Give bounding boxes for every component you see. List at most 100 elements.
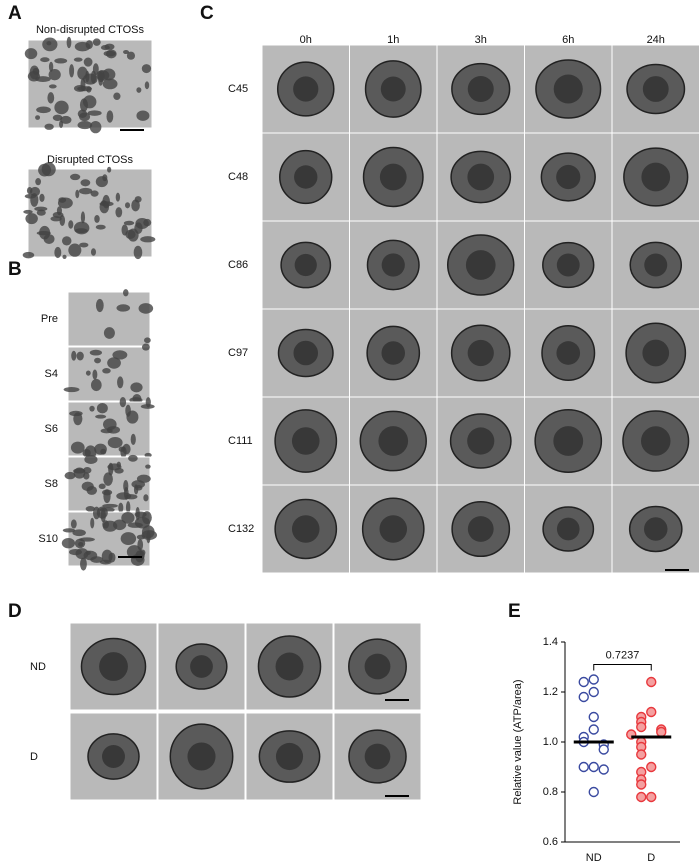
organoid [92,369,98,380]
data-point [578,691,589,703]
organoid [102,78,118,90]
organoid [95,298,104,313]
organoid [90,190,99,197]
organoid [136,534,146,540]
organoid [80,557,87,571]
organoid [94,214,100,223]
organoid [76,351,84,361]
data-point [636,749,647,760]
panel-label: C [200,3,214,24]
organoid [70,519,77,529]
organoid [69,64,75,78]
organoid [99,559,112,565]
data-point [588,674,599,685]
organoid [54,58,68,64]
organoid [125,501,131,514]
organoid [72,529,86,537]
organoid [22,251,35,259]
data-point [636,779,647,790]
organoid [75,189,80,199]
organoid [120,532,137,545]
organoid [141,64,152,74]
organoid [100,448,107,455]
organoid-core [467,163,495,191]
organoid [23,209,33,214]
organoid [100,45,110,51]
data-point [578,676,589,688]
organoid [144,81,150,90]
organoid [139,549,146,556]
organoid-core [291,427,320,455]
organoid [85,370,91,376]
organoid-core [378,426,409,456]
organoid [78,187,93,195]
data-point [598,764,609,775]
column-label: 3h [475,34,487,46]
data-point [598,744,609,755]
organoid [103,327,115,339]
organoid [98,71,104,86]
organoid [103,472,113,486]
organoid [60,115,72,124]
column-label: 1h [387,34,399,46]
organoid-core [379,515,408,543]
organoid [64,471,76,480]
organoid [77,86,92,92]
organoid [142,343,150,351]
column-label: 0h [300,34,312,46]
column-label: 6h [562,34,574,46]
row-label: S8 [45,478,58,490]
organoid [123,220,135,226]
organoid [89,120,102,134]
row-label: C111 [228,435,253,447]
data-point [578,761,589,773]
organoid [121,224,128,236]
x-tick-label: D [647,852,655,864]
organoid [95,414,107,419]
organoid [125,202,131,209]
organoid [83,550,98,561]
row-label: D [30,751,38,763]
organoid [73,57,83,62]
data-point [656,726,667,738]
organoid [133,245,143,260]
organoid [43,234,55,244]
panel-label: E [508,601,521,622]
organoid [39,193,45,202]
data-point [588,686,599,698]
organoid [102,418,117,431]
organoid [82,73,98,85]
organoid-core [465,250,496,280]
data-point [588,761,599,773]
organoid [128,454,138,462]
organoid [36,106,51,114]
organoid [74,228,88,234]
organoid-core [467,427,495,455]
organoid-core [294,165,318,189]
organoid [99,201,114,207]
organoid [115,207,123,218]
organoid [79,112,91,122]
organoid [52,114,63,121]
organoid-core [364,743,391,770]
organoid [47,92,55,104]
organoid [44,123,54,130]
organoid [135,506,140,521]
data-point [646,791,657,803]
x-tick-label: ND [586,852,602,864]
organoid [50,216,62,222]
organoid [89,349,102,356]
organoid [30,186,41,197]
organoid [134,516,151,529]
y-tick-label: 0.8 [543,786,558,798]
organoid [123,50,130,55]
organoid-core [556,341,581,365]
organoid [131,199,140,212]
organoid [79,242,89,248]
organoid [84,455,98,464]
organoid [101,489,113,496]
organoid [90,517,95,529]
row-label: C48 [228,171,248,183]
organoid [24,48,38,60]
